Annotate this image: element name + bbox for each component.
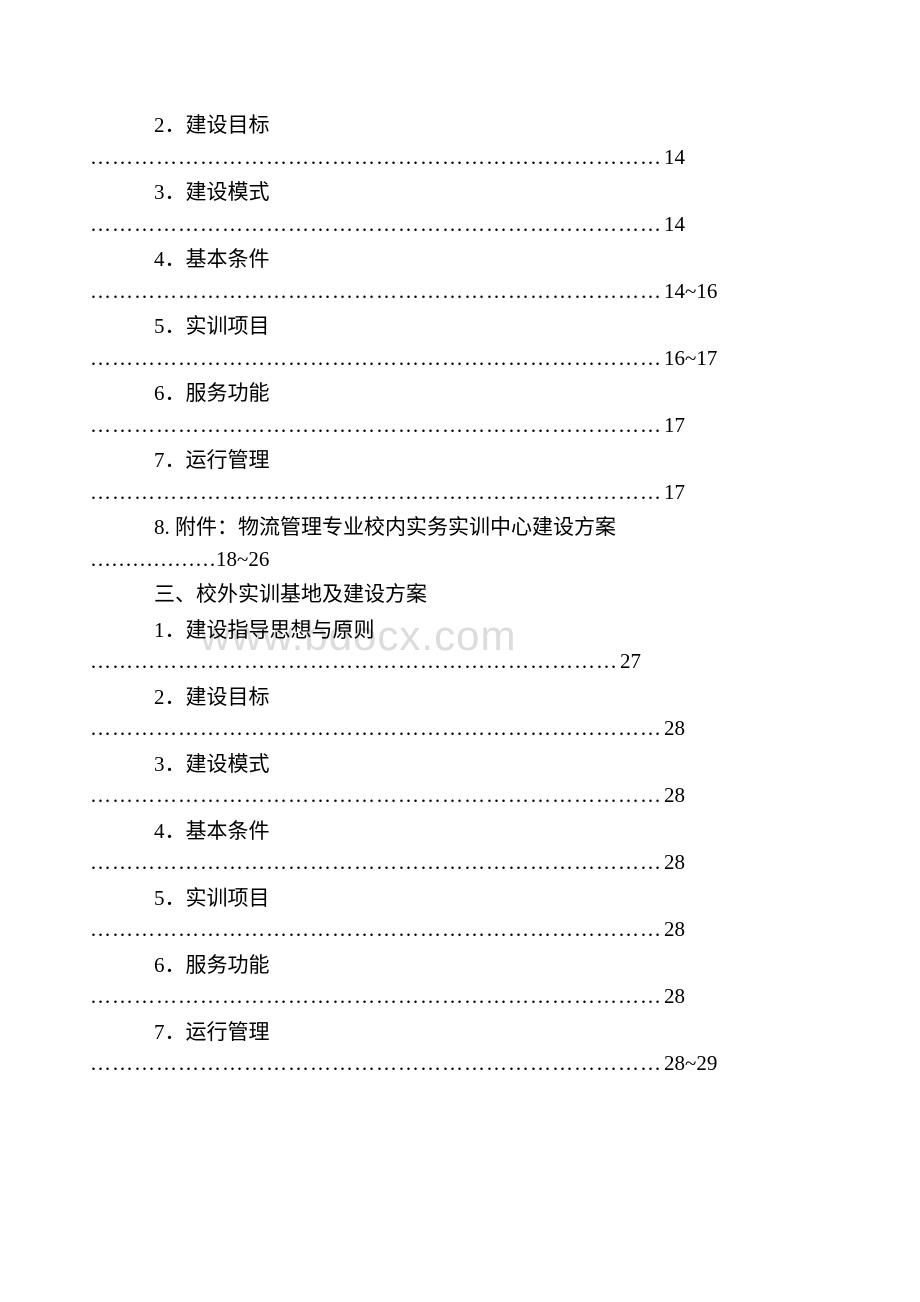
entry-page: 28~29 [662, 1048, 717, 1080]
entry-page: 16~17 [662, 343, 717, 375]
entry-dots-line: …………………………………………………………………… 14~16 [90, 276, 830, 308]
toc-entry: 1．建设指导思想与原则 ……………………………………………………………… 27 [90, 615, 830, 678]
toc-entry: 2．建设目标 …………………………………………………………………… 14 [90, 110, 830, 173]
toc-entry: 6．服务功能 …………………………………………………………………… 17 [90, 378, 830, 441]
entry-dots-line: …………………………………………………………………… 14 [90, 142, 830, 174]
entry-dots: ……………… [90, 547, 216, 571]
entry-dots-line: …………………………………………………………………… 14 [90, 209, 830, 241]
toc-entry: 6．服务功能 …………………………………………………………………… 28 [90, 950, 830, 1013]
entry-page: 27 [618, 646, 641, 678]
toc-entry: 5．实训项目 …………………………………………………………………… 28 [90, 883, 830, 946]
entry-dots: …………………………………………………………………… [90, 142, 662, 174]
entry-title: 3．建设模式 [90, 749, 830, 781]
entry-title: 8. 附件：物流管理专业校内实务实训中心建设方案 [90, 512, 830, 544]
entry-title: 3．建设模式 [90, 177, 830, 209]
entry-dots: ……………………………………………………………… [90, 646, 618, 678]
entry-title: 2．建设目标 [90, 110, 830, 142]
entry-dots: …………………………………………………………………… [90, 847, 662, 879]
entry-title: 1．建设指导思想与原则 [90, 615, 830, 647]
entry-title: 5．实训项目 [90, 311, 830, 343]
entry-dots: …………………………………………………………………… [90, 410, 662, 442]
entry-title: 7．运行管理 [90, 445, 830, 477]
entry-page: 28 [662, 847, 685, 879]
entry-dots-line: …………………………………………………………………… 17 [90, 410, 830, 442]
entry-dots: …………………………………………………………………… [90, 343, 662, 375]
entry-title: 4．基本条件 [90, 816, 830, 848]
entry-page: 28 [662, 981, 685, 1013]
entry-dots: …………………………………………………………………… [90, 981, 662, 1013]
entry-dots: …………………………………………………………………… [90, 1048, 662, 1080]
entry-dots: …………………………………………………………………… [90, 477, 662, 509]
entry-dots-line: ……………………………………………………………… 27 [90, 646, 830, 678]
entry-title: 6．服务功能 [90, 378, 830, 410]
entry-dots-line: ………………18~26 [90, 544, 830, 576]
toc-entry: 7．运行管理 …………………………………………………………………… 17 [90, 445, 830, 508]
entry-dots-line: …………………………………………………………………… 28 [90, 981, 830, 1013]
entry-page: 28 [662, 780, 685, 812]
entry-title: 5．实训项目 [90, 883, 830, 915]
entry-dots-line: …………………………………………………………………… 16~17 [90, 343, 830, 375]
entry-dots: …………………………………………………………………… [90, 780, 662, 812]
entry-dots: …………………………………………………………………… [90, 713, 662, 745]
entry-page: 18~26 [216, 547, 269, 571]
toc-entry: 4．基本条件 …………………………………………………………………… 14~16 [90, 244, 830, 307]
section-heading: 三、校外实训基地及建设方案 [90, 579, 830, 611]
entry-dots-line: …………………………………………………………………… 28 [90, 780, 830, 812]
entry-title: 2．建设目标 [90, 682, 830, 714]
toc-entry-special: 8. 附件：物流管理专业校内实务实训中心建设方案 ………………18~26 [90, 512, 830, 575]
entry-dots-line: …………………………………………………………………… 28~29 [90, 1048, 830, 1080]
toc-entry: 5．实训项目 …………………………………………………………………… 16~17 [90, 311, 830, 374]
entry-dots-line: …………………………………………………………………… 28 [90, 713, 830, 745]
toc-entry: 3．建设模式 …………………………………………………………………… 28 [90, 749, 830, 812]
toc-content: 2．建设目标 …………………………………………………………………… 14 3．建… [90, 110, 830, 1080]
entry-page: 17 [662, 477, 685, 509]
entry-page: 14 [662, 209, 685, 241]
entry-page: 14 [662, 142, 685, 174]
entry-dots-line: …………………………………………………………………… 28 [90, 914, 830, 946]
entry-page: 17 [662, 410, 685, 442]
toc-entry: 2．建设目标 …………………………………………………………………… 28 [90, 682, 830, 745]
entry-dots: …………………………………………………………………… [90, 914, 662, 946]
toc-entry: 7．运行管理 …………………………………………………………………… 28~29 [90, 1017, 830, 1080]
toc-entry: 4．基本条件 …………………………………………………………………… 28 [90, 816, 830, 879]
entry-dots-line: …………………………………………………………………… 28 [90, 847, 830, 879]
entry-dots-line: …………………………………………………………………… 17 [90, 477, 830, 509]
entry-dots: …………………………………………………………………… [90, 209, 662, 241]
entry-page: 14~16 [662, 276, 717, 308]
entry-dots: …………………………………………………………………… [90, 276, 662, 308]
entry-title: 6．服务功能 [90, 950, 830, 982]
entry-page: 28 [662, 914, 685, 946]
entry-title: 4．基本条件 [90, 244, 830, 276]
toc-entry: 3．建设模式 …………………………………………………………………… 14 [90, 177, 830, 240]
entry-title: 7．运行管理 [90, 1017, 830, 1049]
entry-page: 28 [662, 713, 685, 745]
